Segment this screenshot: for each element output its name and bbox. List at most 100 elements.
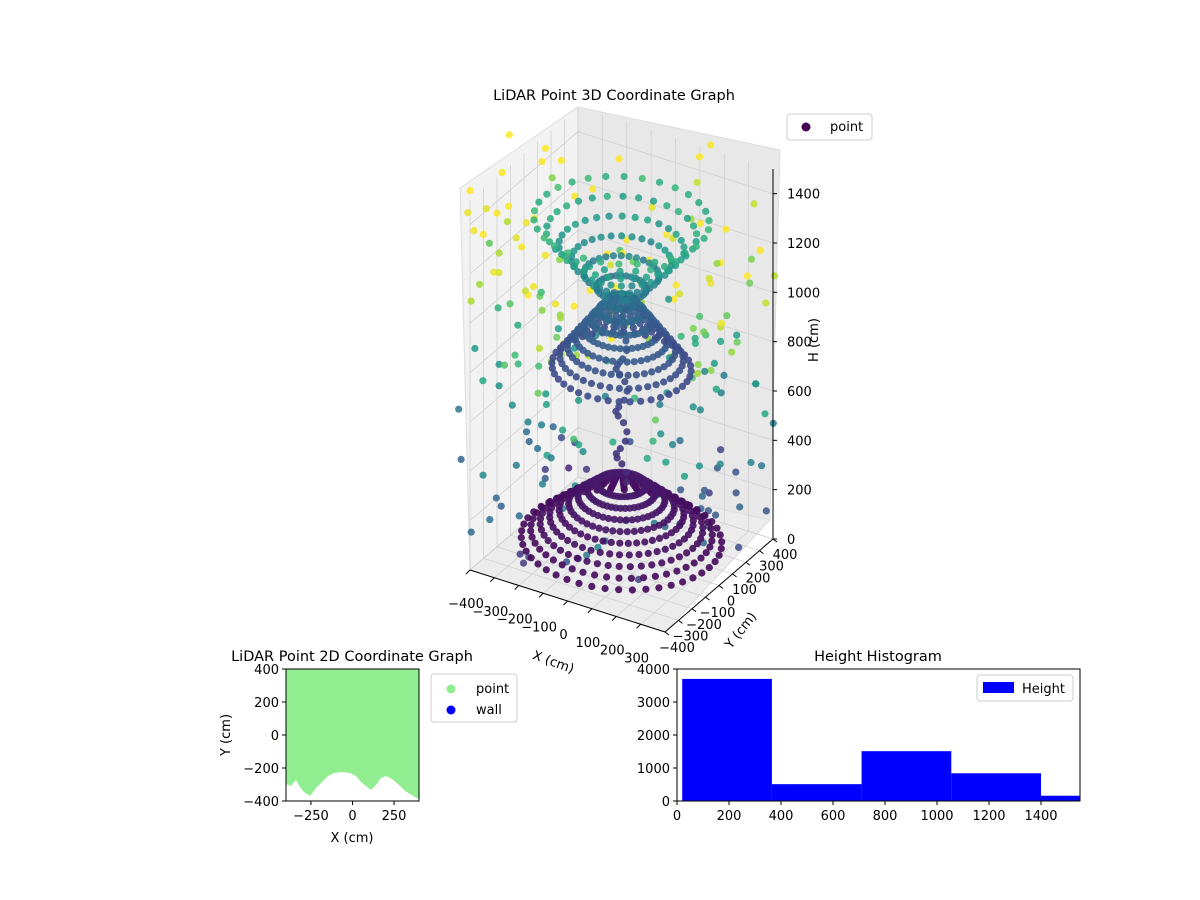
lidar-point-3d (617, 275, 625, 283)
lidar-point-3d (597, 279, 605, 287)
lidar-point-3d (479, 230, 487, 238)
lidar-point-3d (635, 194, 643, 202)
lidar-point-3d (613, 319, 621, 327)
lidar-point-3d (625, 252, 633, 260)
lidar-point-3d (522, 428, 531, 436)
lidar-point-3d (527, 521, 535, 529)
x-tick-label-2d: 250 (382, 809, 407, 824)
lidar-point-3d (495, 382, 503, 390)
lidar-point-3d (617, 313, 625, 322)
lidar-point-3d (655, 242, 663, 250)
lidar-point-3d (528, 533, 536, 541)
lidar-point-3d (602, 287, 611, 295)
x-tick-label-hist: 0 (673, 809, 681, 824)
lidar-point-3d (619, 192, 627, 200)
lidar-point-3d (558, 231, 566, 239)
lidar-point-3d (584, 174, 592, 182)
lidar-point-3d (556, 314, 565, 322)
y-tick-3d (691, 608, 697, 613)
lidar-point-3d (632, 371, 641, 379)
grid-left-z (469, 427, 579, 521)
lidar-point-3d (633, 260, 641, 268)
lidar-point-3d (665, 295, 673, 303)
grid-left-z (469, 279, 579, 373)
lidar-point-3d (543, 222, 551, 230)
y-tick-label-hist: 2000 (637, 729, 670, 744)
lidar-point-3d (548, 174, 556, 182)
y-axis-label-2d: Y (cm) (219, 714, 234, 757)
lidar-point-3d (604, 397, 612, 405)
legend-hist-label: Height (1022, 682, 1065, 697)
lidar-point-3d (621, 437, 630, 445)
lidar-point-3d (692, 242, 700, 250)
lidar-point-3d (758, 462, 766, 470)
lidar-point-3d (601, 584, 609, 593)
lidar-point-3d (617, 282, 626, 290)
lidar-point-3d (648, 368, 656, 376)
lidar-point-3d (694, 369, 702, 377)
lidar-point-3d (700, 486, 709, 494)
lidar-point-3d (571, 527, 579, 535)
lidar-point-3d (574, 243, 582, 251)
lidar-point-3d (660, 378, 668, 386)
lidar-point-3d (603, 192, 611, 200)
lidar-point-3d (581, 216, 589, 224)
lidar-point-3d (660, 337, 669, 345)
lidar-point-3d (644, 383, 652, 391)
lidar-point-3d (644, 525, 652, 533)
lidar-point-3d (699, 524, 707, 532)
lidar-point-3d (503, 218, 511, 226)
lidar-2d-chart: LiDAR Point 2D Coordinate Graph −250 0 250… (219, 649, 518, 846)
lidar-point-3d (692, 230, 701, 238)
lidar-point-3d (563, 575, 571, 584)
lidar-point-3d (698, 492, 707, 500)
x-axis-label-3d: X (cm) (530, 648, 576, 677)
lidar-point-3d (616, 516, 624, 524)
lidar-point-3d (530, 216, 538, 224)
lidar-point-3d (735, 543, 743, 552)
lidar-point-3d (696, 312, 704, 320)
lidar-point-3d (717, 545, 725, 553)
lidar-point-3d (505, 202, 513, 210)
lidar-point-3d (630, 358, 638, 366)
lidar-point-3d (548, 364, 557, 372)
y-tick-label-2d: 0 (271, 729, 279, 744)
lidar-point-3d (746, 279, 754, 287)
hist-bar (951, 773, 1041, 801)
lidar-point-3d (716, 460, 724, 468)
y-tick-label-2d: −400 (243, 795, 279, 810)
lidar-point-3d (658, 559, 666, 567)
lidar-point-3d (670, 295, 678, 303)
lidar-point-3d (467, 528, 475, 536)
lidar-point-3d (637, 526, 645, 535)
lidar-point-3d (536, 515, 545, 523)
grid-back-z (577, 427, 774, 491)
ticks-3d: −400−300−200−1000100200300−400−300−200−1… (448, 188, 820, 667)
lidar-point-3d (587, 379, 596, 388)
y-tick-label-hist: 0 (662, 795, 670, 810)
hist-bar (682, 678, 772, 801)
lidar-point-3d (663, 231, 671, 239)
lidar-point-3d (591, 271, 600, 279)
lidar-point-3d (644, 549, 652, 558)
lidar-point-3d (684, 191, 693, 199)
x-tick-label-hist: 200 (717, 809, 742, 824)
lidar-point-3d (715, 551, 723, 559)
y-tick-label-3d: −200 (686, 618, 722, 633)
lidar-point-3d (630, 527, 639, 536)
lidar-point-3d (615, 403, 623, 411)
lidar-point-3d (669, 542, 677, 550)
lidar-point-3d (679, 578, 687, 586)
lidar-point-3d (648, 203, 656, 211)
lidar-point-3d (471, 344, 479, 353)
hist-bars (682, 678, 1080, 801)
y-tick-label-2d: −200 (243, 762, 279, 777)
lidar-point-3d (622, 337, 630, 345)
height-histogram: Height Histogram 0 200 400 600 800 1000 1200 14… (637, 649, 1081, 824)
lidar-point-3d (673, 567, 681, 575)
lidar-point-3d (736, 503, 744, 511)
lidar-point-3d (570, 302, 578, 310)
grid-left-z (469, 378, 579, 472)
points-3d (455, 131, 779, 594)
lidar-point-3d (728, 348, 736, 356)
